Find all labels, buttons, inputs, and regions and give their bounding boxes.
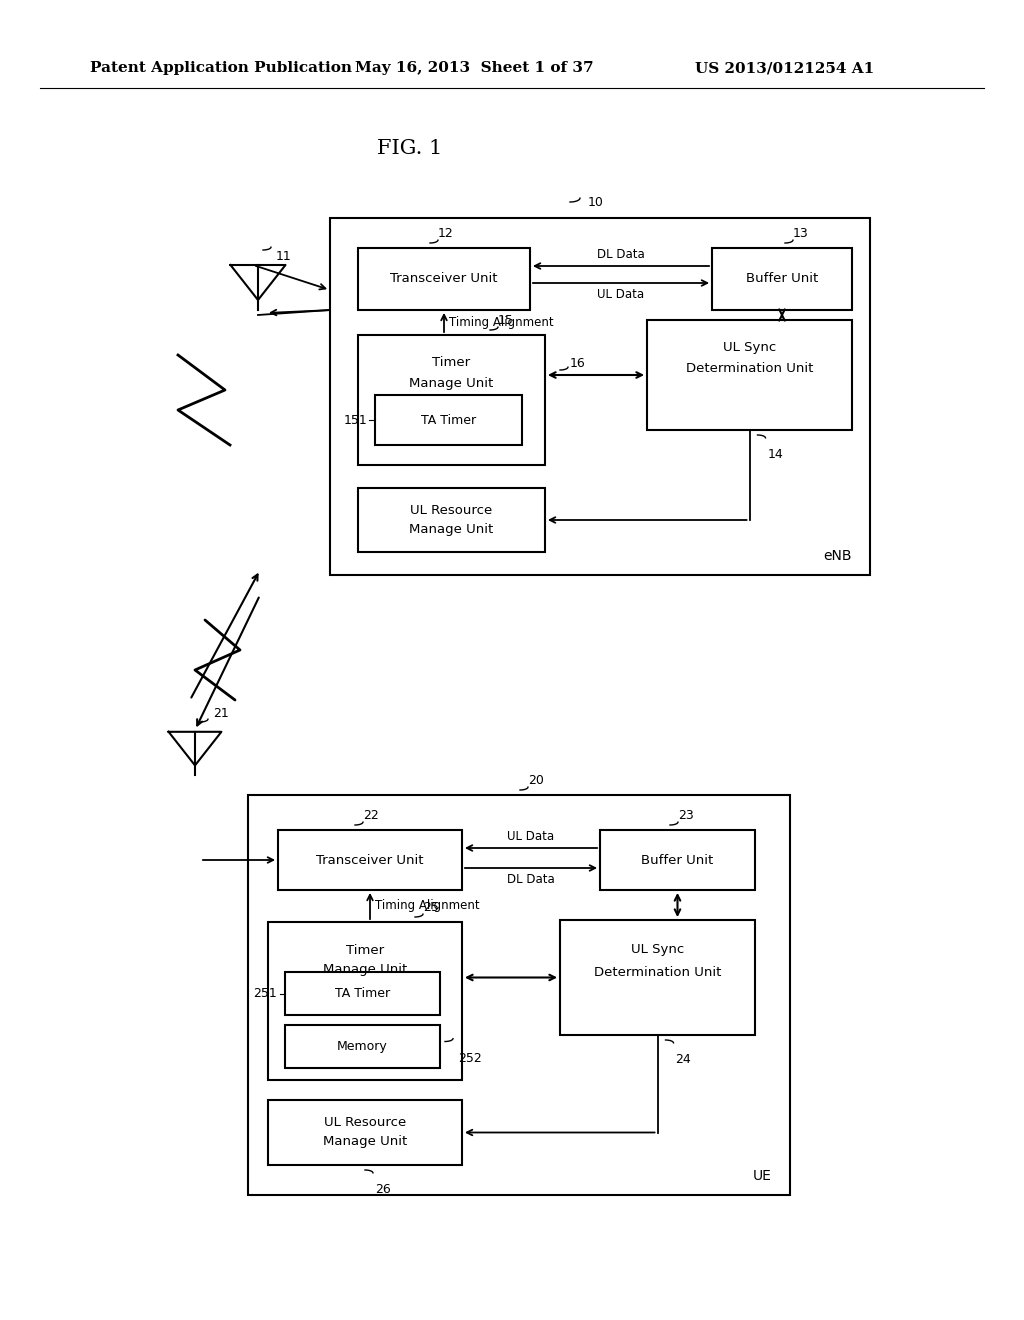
Text: Determination Unit: Determination Unit <box>594 965 721 978</box>
Text: 24: 24 <box>676 1053 691 1067</box>
Text: 13: 13 <box>793 227 809 240</box>
Bar <box>248 795 790 1195</box>
Bar <box>358 488 545 552</box>
Text: Manage Unit: Manage Unit <box>410 376 494 389</box>
Text: Determination Unit: Determination Unit <box>686 362 813 375</box>
Bar <box>600 830 755 890</box>
Text: 12: 12 <box>438 227 454 240</box>
Text: UL Sync: UL Sync <box>631 944 684 957</box>
Bar <box>268 921 462 1080</box>
Bar <box>285 1026 440 1068</box>
Text: eNB: eNB <box>823 549 852 564</box>
Bar <box>358 335 545 465</box>
Text: Timer: Timer <box>432 356 471 370</box>
Bar <box>560 920 755 1035</box>
Text: 151: 151 <box>343 413 367 426</box>
Text: 11: 11 <box>276 249 292 263</box>
Text: Buffer Unit: Buffer Unit <box>641 854 714 866</box>
Text: TA Timer: TA Timer <box>335 987 390 1001</box>
Bar <box>712 248 852 310</box>
Text: UL Data: UL Data <box>508 830 555 843</box>
Bar <box>358 248 530 310</box>
Text: Manage Unit: Manage Unit <box>323 1135 408 1148</box>
Text: Transceiver Unit: Transceiver Unit <box>390 272 498 285</box>
Bar <box>268 1100 462 1166</box>
Text: 16: 16 <box>570 356 586 370</box>
Text: 20: 20 <box>528 774 544 787</box>
Text: Manage Unit: Manage Unit <box>410 524 494 536</box>
Text: 26: 26 <box>375 1183 391 1196</box>
Text: FIG. 1: FIG. 1 <box>377 139 442 157</box>
Text: Timing Alignment: Timing Alignment <box>449 315 554 329</box>
Text: UL Data: UL Data <box>597 288 644 301</box>
Text: Patent Application Publication: Patent Application Publication <box>90 61 352 75</box>
Text: 25: 25 <box>423 902 439 913</box>
Text: UL Resource: UL Resource <box>411 503 493 516</box>
Text: 15: 15 <box>498 314 514 327</box>
Text: 14: 14 <box>768 447 783 461</box>
Bar <box>285 972 440 1015</box>
Text: May 16, 2013  Sheet 1 of 37: May 16, 2013 Sheet 1 of 37 <box>355 61 594 75</box>
Text: 23: 23 <box>678 809 693 822</box>
Text: 22: 22 <box>362 809 379 822</box>
Text: Buffer Unit: Buffer Unit <box>745 272 818 285</box>
Text: DL Data: DL Data <box>507 873 555 886</box>
Text: Transceiver Unit: Transceiver Unit <box>316 854 424 866</box>
Bar <box>375 395 522 445</box>
Text: 21: 21 <box>213 708 228 719</box>
Text: US 2013/0121254 A1: US 2013/0121254 A1 <box>695 61 874 75</box>
Text: DL Data: DL Data <box>597 248 645 261</box>
Text: UL Resource: UL Resource <box>324 1115 407 1129</box>
Text: Timing Alignment: Timing Alignment <box>375 899 479 912</box>
Text: Memory: Memory <box>337 1040 388 1053</box>
Text: 10: 10 <box>588 195 604 209</box>
Text: UL Sync: UL Sync <box>723 342 776 355</box>
Text: Manage Unit: Manage Unit <box>323 964 408 977</box>
Text: TA Timer: TA Timer <box>421 413 476 426</box>
Bar <box>647 319 852 430</box>
Text: Timer: Timer <box>346 944 384 957</box>
Text: UE: UE <box>753 1170 772 1183</box>
Bar <box>278 830 462 890</box>
Text: 252: 252 <box>458 1052 481 1064</box>
Text: 251: 251 <box>253 987 278 1001</box>
Bar <box>330 218 870 576</box>
